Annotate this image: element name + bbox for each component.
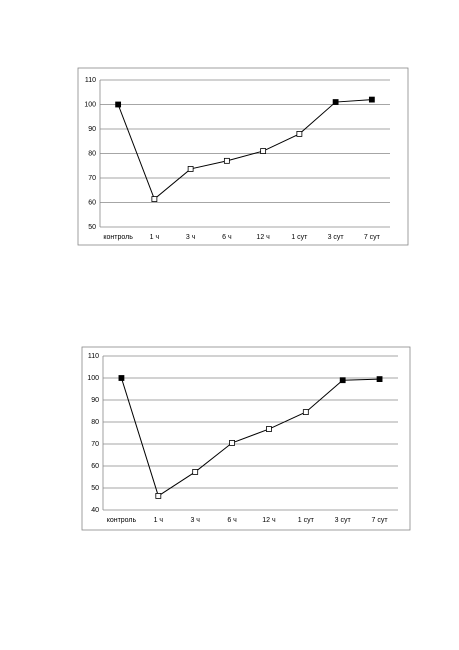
marker	[118, 375, 125, 381]
x-tick-label: контроль	[103, 234, 133, 241]
y-tick-label: 100	[87, 375, 99, 382]
x-tick-label: 1 ч	[150, 234, 160, 241]
y-tick-label: 50	[91, 485, 99, 492]
y-tick-label: 80	[88, 150, 96, 157]
x-tick-label: 1 сут	[291, 234, 308, 241]
marker	[376, 376, 383, 383]
y-tick-label: 110	[88, 353, 99, 360]
y-tick-label: 90	[91, 397, 99, 404]
chart-frame	[81, 346, 411, 531]
x-tick-label: 12 ч	[256, 234, 270, 241]
y-tick-label: 40	[91, 507, 99, 514]
marker	[368, 96, 375, 103]
marker	[332, 99, 339, 105]
y-tick-label: 60	[91, 463, 99, 470]
x-tick-label: 1 ч	[154, 517, 164, 524]
marker	[302, 409, 309, 416]
series-line	[120, 377, 380, 497]
x-tick-label: 7 сут	[372, 517, 389, 524]
marker	[192, 469, 199, 475]
marker	[151, 196, 158, 202]
x-tick-label: 6 ч	[227, 517, 237, 524]
marker	[115, 101, 122, 108]
x-tick-label: 7 сут	[364, 234, 381, 241]
x-tick-label: 3 ч	[190, 517, 200, 524]
x-tick-label: 6 ч	[222, 234, 232, 241]
x-tick-label: 3 ч	[186, 234, 196, 241]
marker	[339, 377, 346, 384]
y-tick-label: 100	[84, 101, 96, 108]
marker	[296, 130, 303, 137]
y-tick-label: 80	[91, 419, 99, 426]
marker	[155, 493, 162, 499]
marker	[223, 157, 230, 164]
x-tick-label: 1 сут	[298, 517, 315, 524]
series-line	[117, 99, 372, 200]
y-tick-label: 90	[88, 126, 96, 133]
x-tick-label: 3 сут	[328, 234, 345, 241]
marker	[266, 426, 272, 432]
y-tick-label: 70	[88, 175, 96, 182]
marker	[260, 148, 267, 154]
y-tick-label: 70	[91, 441, 99, 448]
y-tick-label: 110	[85, 77, 96, 84]
y-tick-label: 50	[88, 224, 96, 231]
x-tick-label: 12 ч	[262, 517, 276, 524]
x-tick-label: 3 сут	[335, 517, 352, 524]
x-tick-label: контроль	[107, 517, 137, 524]
y-tick-label: 60	[88, 199, 96, 206]
marker	[229, 439, 235, 446]
marker	[187, 166, 194, 172]
